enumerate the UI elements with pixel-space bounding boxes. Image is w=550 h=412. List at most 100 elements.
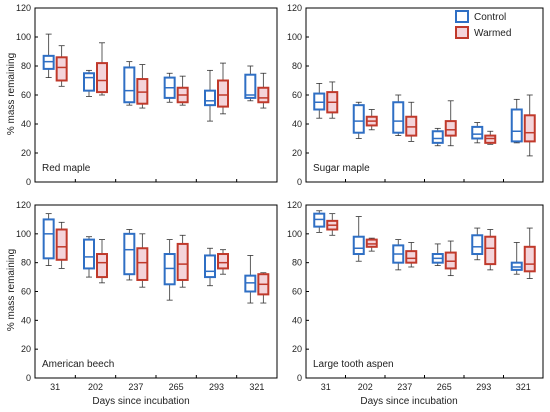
box-warmed [257, 72, 270, 109]
box-iqr [352, 104, 365, 134]
y-tick-label: 80 [292, 258, 302, 268]
panel-label: American beech [42, 359, 114, 370]
box-iqr [83, 238, 95, 270]
box-iqr [523, 114, 536, 143]
box-control [83, 69, 95, 97]
legend-label-control: Control [474, 12, 506, 23]
box-warmed [326, 81, 339, 119]
box-warmed [523, 94, 536, 157]
box-control [244, 65, 257, 102]
box-iqr [42, 218, 55, 260]
box-control [392, 239, 405, 271]
box-control [42, 213, 55, 266]
y-tick-label: 20 [292, 148, 302, 158]
box-iqr [484, 235, 497, 266]
box-iqr [136, 247, 149, 281]
box-iqr [471, 234, 484, 256]
legend: Control Warmed [455, 10, 511, 39]
box-control [471, 122, 484, 144]
box-control [392, 94, 405, 137]
box-iqr [217, 253, 229, 270]
box-iqr [392, 101, 405, 134]
box-warmed [523, 227, 536, 279]
x-tick-label: 31 [321, 382, 331, 392]
y-tick-label: 60 [292, 287, 302, 297]
box-control [352, 101, 365, 139]
y-tick-label: 60 [21, 287, 31, 297]
box-warmed [55, 221, 68, 269]
y-tick-label: 100 [16, 229, 31, 239]
y-tick-label: 120 [16, 3, 31, 13]
box-warmed [484, 130, 497, 145]
y-tick-label: 20 [292, 344, 302, 354]
x-tick-label: 202 [358, 382, 373, 392]
legend-swatch-warmed [455, 26, 469, 39]
box-warmed [217, 62, 229, 115]
box-control [163, 72, 176, 103]
box-iqr [352, 235, 365, 256]
legend-label-warmed: Warmed [474, 28, 511, 39]
box-iqr [176, 242, 189, 281]
y-tick-label: 80 [292, 61, 302, 71]
y-tick-label: 120 [287, 3, 302, 13]
y-tick-label: 40 [21, 315, 31, 325]
box-warmed [55, 45, 68, 87]
x-tick-label: 265 [437, 382, 452, 392]
box-control [163, 239, 176, 301]
box-warmed [365, 237, 378, 252]
y-tick-label: 60 [21, 90, 31, 100]
y-tick-label: 100 [287, 229, 302, 239]
box-iqr [444, 120, 457, 137]
y-axis-title-top: % mass remaining [6, 53, 17, 135]
box-control [204, 69, 216, 122]
y-tick-label: 100 [287, 32, 302, 42]
box-warmed [444, 100, 457, 147]
box-warmed [405, 242, 418, 268]
box-iqr [523, 245, 536, 273]
box-control [313, 83, 326, 119]
box-control [510, 242, 523, 275]
x-tick-label: 31 [50, 382, 60, 392]
box-warmed [176, 75, 189, 106]
y-axis-title-bottom: % mass remaining [6, 249, 17, 331]
panel-label: Sugar maple [313, 163, 370, 174]
panel-american-beech: 0 20 40 60 80 100 120 31 202 237 265 293 321 American… [16, 200, 278, 392]
x-tick-label: 293 [476, 382, 491, 392]
x-axis-title-left: Days since incubation [92, 396, 189, 407]
plot-frame [34, 204, 278, 379]
box-iqr [55, 56, 68, 82]
x-tick-label: 202 [88, 382, 103, 392]
box-control [431, 243, 444, 266]
panel-large-tooth-aspen: 0 20 40 60 80 100 120 31 202 237 265 293 321 Large to… [287, 200, 544, 392]
box-warmed [444, 240, 457, 277]
box-control [123, 61, 136, 106]
y-tick-label: 120 [16, 200, 31, 210]
y-tick-label: 0 [26, 177, 31, 187]
y-tick-label: 40 [21, 119, 31, 129]
box-warmed [365, 109, 378, 131]
box-iqr [431, 130, 444, 144]
box-warmed [96, 239, 108, 284]
y-tick-label: 60 [292, 90, 302, 100]
box-iqr [204, 89, 216, 107]
box-control [83, 236, 95, 278]
y-tick-label: 20 [21, 344, 31, 354]
box-control [204, 247, 216, 287]
y-tick-label: 80 [21, 258, 31, 268]
box-warmed [176, 234, 189, 288]
x-tick-label: 293 [209, 382, 224, 392]
box-iqr [257, 86, 270, 104]
y-tick-label: 0 [26, 373, 31, 383]
box-warmed [484, 229, 497, 271]
x-tick-label: 265 [169, 382, 184, 392]
y-tick-label: 100 [16, 32, 31, 42]
box-warmed [257, 272, 270, 304]
box-iqr [244, 73, 257, 99]
panel-label: Large tooth aspen [313, 359, 394, 370]
box-warmed [136, 233, 149, 288]
plot-frame [34, 7, 278, 183]
box-iqr [96, 62, 108, 94]
box-iqr [123, 66, 136, 104]
box-warmed [136, 64, 149, 109]
